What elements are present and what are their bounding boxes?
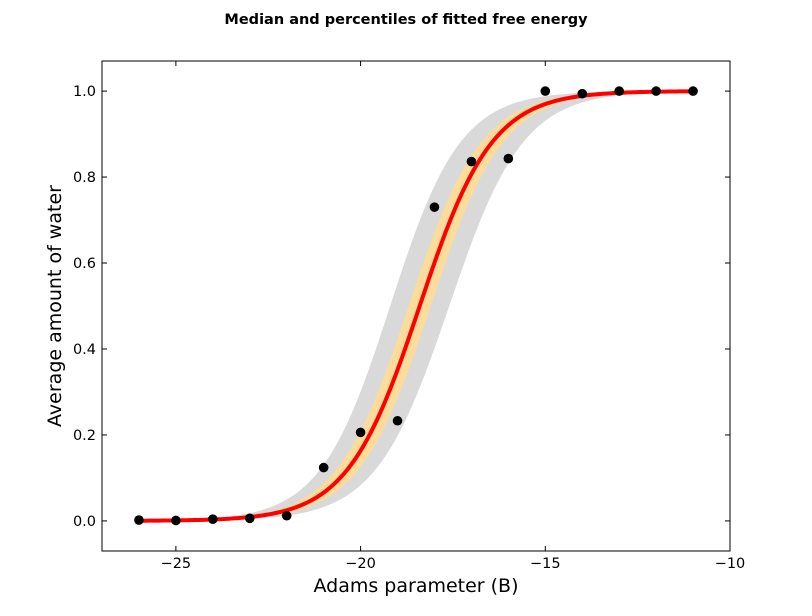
data-point: [429, 202, 440, 212]
data-point: [244, 513, 255, 524]
data-point: [392, 415, 403, 426]
data-point: [208, 514, 218, 524]
confidence-bands: [138, 91, 694, 521]
y-tick-label: 0.2: [73, 428, 96, 444]
y-tick-label: 0.4: [73, 342, 96, 358]
data-point: [318, 462, 329, 473]
data-point: [540, 86, 551, 96]
data-point: [466, 156, 477, 167]
data-point: [577, 88, 588, 99]
y-tick-label: 0.8: [73, 170, 96, 186]
y-tick-label: 0.0: [73, 514, 96, 530]
x-tick-label: −20: [345, 556, 376, 572]
data-point: [134, 515, 144, 525]
inner-percentile-band: [138, 91, 694, 521]
median-line: [136, 89, 696, 523]
plot-area: [134, 86, 698, 526]
x-axis-ticks: −25 −20 −15 −10: [161, 61, 746, 572]
data-point: [171, 515, 181, 526]
data-point: [355, 427, 366, 438]
x-tick-label: −10: [715, 556, 746, 572]
data-point: [614, 86, 624, 96]
plot-frame: [101, 60, 731, 552]
data-point: [281, 510, 292, 521]
x-tick-label: −25: [161, 556, 192, 572]
chart-title: Median and percentiles of fitted free en…: [224, 12, 588, 28]
median-layer: [136, 89, 696, 523]
data-point: [503, 153, 514, 164]
y-axis-label: Average amount of water: [44, 185, 66, 427]
data-points: [134, 86, 698, 526]
y-tick-label: 0.6: [73, 256, 96, 272]
y-tick-label: 1.0: [73, 84, 96, 100]
x-tick-label: −15: [530, 556, 561, 572]
data-point: [651, 86, 661, 96]
x-axis-label: Adams parameter (B): [313, 575, 518, 597]
y-axis-ticks: 0.0 0.2 0.4 0.6 0.8 1.0: [73, 84, 730, 530]
data-point: [688, 86, 698, 96]
